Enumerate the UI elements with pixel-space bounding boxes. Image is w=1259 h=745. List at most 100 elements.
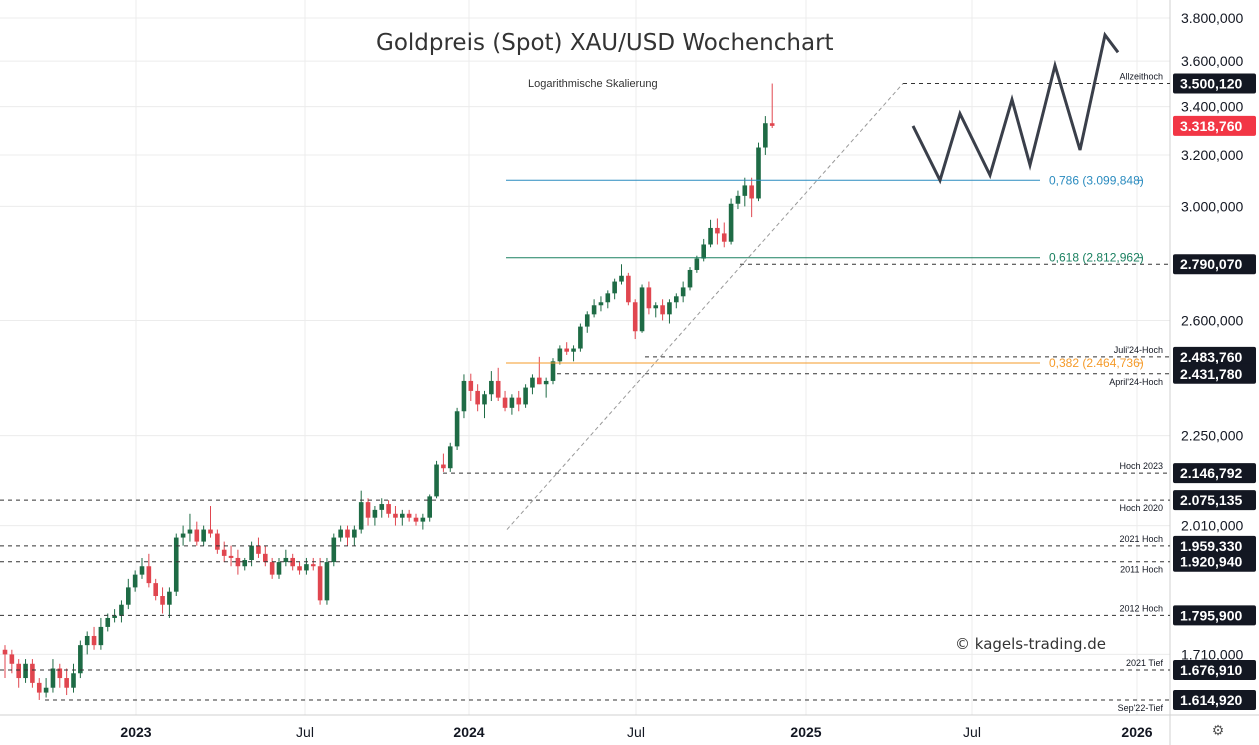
candle-body (509, 397, 515, 408)
level-label: 2011 Hoch (1120, 565, 1163, 575)
candle-body (708, 227, 713, 245)
price-tag-label: 2.075,135 (1180, 492, 1242, 508)
level-label: Hoch 2023 (1119, 461, 1163, 471)
price-tag: 1.920,940 (1173, 551, 1256, 572)
candle-body (626, 275, 631, 303)
candle-body (735, 195, 741, 204)
candle-body (427, 496, 432, 518)
candle-body (516, 397, 522, 405)
candle-body (386, 504, 391, 514)
price-tag-label: 1.959,330 (1180, 538, 1242, 554)
candle-body (64, 678, 69, 688)
y-tick-label: 3.000,000 (1181, 198, 1243, 214)
candle-body (269, 562, 275, 575)
level-label: 2012 Hoch (1119, 603, 1163, 613)
candle-body (167, 591, 172, 605)
x-tick-label: 2026 (1121, 724, 1152, 740)
candle-body (23, 663, 28, 679)
candle-body (619, 275, 624, 282)
candle-body (605, 293, 611, 303)
candle-body (235, 557, 241, 567)
price-tag: 1.614,920 (1173, 690, 1256, 710)
candle-body (742, 185, 748, 196)
fib-label: 0,618 (2.812,962) (1049, 251, 1144, 265)
candle-body (228, 555, 234, 558)
candle-body (242, 560, 248, 567)
candle-body (50, 668, 56, 688)
price-tag-box (1173, 363, 1256, 384)
candle-body (221, 549, 227, 556)
candle-body (632, 302, 638, 332)
candle-body (756, 147, 761, 199)
candle-body (721, 233, 727, 242)
price-tag-label: 3.500,120 (1180, 76, 1242, 92)
level-label: 2021 Tief (1126, 658, 1164, 668)
candle-body (694, 258, 700, 270)
y-tick-label: 3.200,000 (1181, 147, 1243, 163)
candle-body (646, 287, 652, 309)
candle-body (413, 517, 419, 522)
price-tag-label: 2.790,070 (1180, 256, 1242, 272)
candle-body (290, 557, 295, 567)
price-tag: 2.146,792 (1173, 463, 1256, 484)
candle-body (379, 504, 385, 510)
price-tag-label: 2.431,780 (1180, 366, 1242, 382)
settings-gear-icon[interactable]: ⚙ (1211, 722, 1225, 738)
candles (2, 83, 775, 700)
price-tag: 3.500,120 (1173, 73, 1256, 94)
level-label: Juli'24-Hoch (1114, 345, 1163, 355)
candle-body (30, 663, 35, 683)
candle-body (194, 529, 200, 542)
y-axis-ticks: 3.800,000 3.600,000 3.400,000 3.200,000 3.00… (1181, 10, 1243, 662)
y-tick-label: 3.400,000 (1181, 99, 1243, 115)
price-tag: 1.959,330 (1173, 535, 1256, 556)
candle-body (310, 564, 316, 567)
candle-body (489, 380, 494, 395)
candle-body (591, 305, 597, 315)
candle-body (420, 517, 426, 522)
price-tag: 1.795,900 (1173, 605, 1256, 626)
projection-zigzag (911, 31, 1120, 185)
candle-body (769, 123, 775, 126)
candle-body (372, 509, 378, 518)
y-tick-label: 2.010,000 (1181, 518, 1243, 534)
candle-body (132, 574, 138, 588)
candle-body (91, 635, 97, 646)
candle-body (530, 377, 535, 388)
candle-body (256, 545, 261, 554)
candle-body (674, 296, 679, 303)
candle-body (578, 326, 583, 349)
candle-body (701, 244, 706, 259)
candle-body (393, 513, 398, 518)
candle-body (43, 687, 49, 693)
price-tag-label: 1.920,940 (1180, 554, 1242, 570)
candle-body (571, 348, 576, 352)
candle-body (543, 380, 549, 385)
price-tag: 2.790,070 (1173, 254, 1256, 275)
candle-body (276, 562, 282, 575)
candle-body (502, 397, 508, 408)
candle-body (180, 533, 186, 538)
watermark: © kagels-trading.de (955, 635, 1107, 653)
support-resistance-levels: Allzeithoch Juli'24-Hoch April'24-Hoch Hoch… (0, 72, 1170, 713)
candle-body (557, 348, 563, 362)
x-axis-ticks: 2023 Jul 2024 Jul 2025 Jul 2026 (120, 724, 1152, 740)
candle-body (112, 615, 117, 618)
price-tag-box (1173, 254, 1256, 275)
x-tick-label: Jul (627, 724, 645, 740)
candle-body (173, 537, 179, 592)
candle-body (358, 502, 364, 530)
candle-body (57, 668, 63, 679)
price-tag-box (1173, 690, 1256, 710)
price-tag-box (1173, 551, 1256, 572)
candle-body (153, 583, 158, 597)
candle-body (447, 446, 453, 469)
candle-body (441, 464, 446, 469)
price-tag-box (1173, 659, 1256, 680)
price-tag-label: 1.676,910 (1180, 662, 1242, 678)
candle-body (9, 654, 15, 664)
candle-body (763, 123, 768, 148)
candle-body (680, 287, 686, 297)
